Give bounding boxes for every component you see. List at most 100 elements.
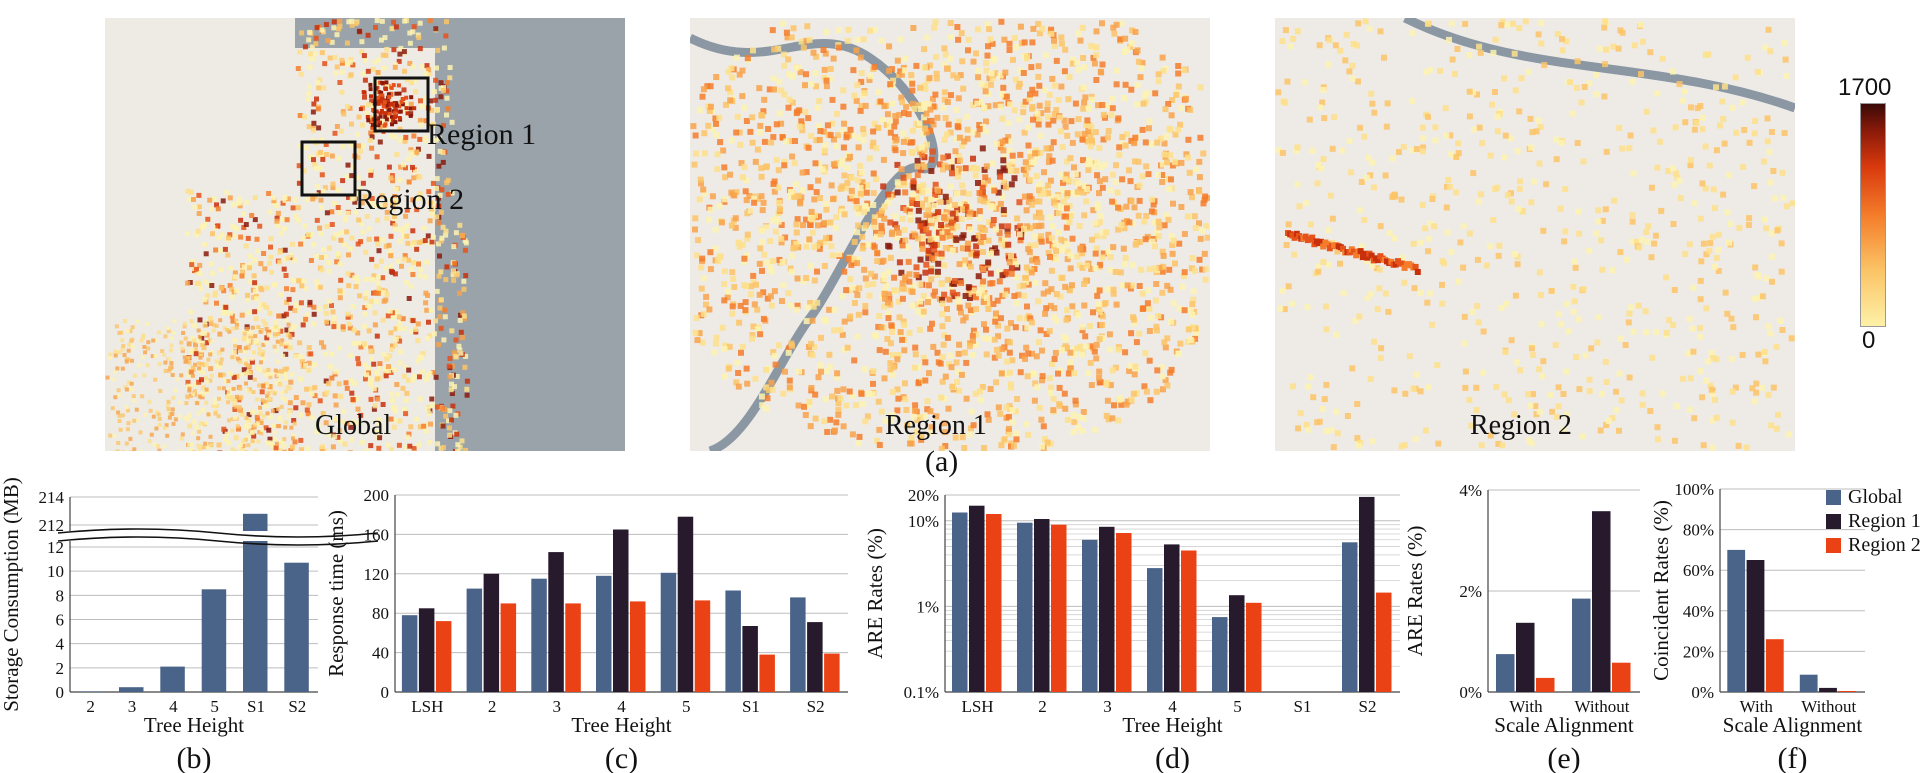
bar	[1819, 687, 1837, 692]
heat-cells	[105, 18, 470, 451]
bar	[1051, 524, 1067, 692]
bar	[1229, 595, 1245, 692]
x-tick-label: LSH	[961, 697, 993, 716]
bar	[1536, 677, 1555, 692]
y-tick-label: 40%	[1683, 602, 1714, 621]
panel-letter-e: (e)	[1547, 742, 1580, 773]
legend-label: Region 1	[1848, 510, 1921, 532]
legend-swatch	[1826, 490, 1841, 505]
x-tick-label: 5	[210, 697, 219, 716]
map-region1-caption: Region 1	[885, 410, 987, 441]
y-tick-label: 214	[39, 488, 65, 507]
bar	[119, 687, 144, 692]
bar	[1572, 598, 1591, 692]
axis-break-mark	[57, 528, 379, 538]
map-global: Global Region 1 Region 2	[105, 18, 625, 451]
x-axis-label: Scale Alignment	[1723, 713, 1863, 737]
bar	[1746, 560, 1765, 692]
y-tick-label: 4	[56, 635, 65, 654]
bar	[1034, 519, 1050, 692]
y-axis-label: Coincident Rates (%)	[1649, 500, 1673, 681]
region1-box	[373, 76, 430, 133]
bar	[565, 603, 581, 692]
heat-cells	[690, 18, 1210, 451]
y-tick-label: 0%	[1459, 683, 1482, 702]
x-tick-label: 2	[1038, 697, 1047, 716]
colorbar	[1860, 103, 1886, 327]
region1-box-label: Region 1	[427, 118, 537, 151]
x-tick-label: With	[1509, 697, 1543, 716]
y-tick-label: 0.1%	[904, 683, 939, 702]
map-region2-caption: Region 2	[1470, 410, 1572, 441]
y-axis-label: ARE Rates (%)	[863, 528, 887, 659]
map-region1: Region 1	[690, 18, 1210, 451]
x-tick-label: S1	[1294, 697, 1312, 716]
bar	[1516, 622, 1535, 692]
x-tick-label: S1	[247, 697, 265, 716]
y-tick-label: 20%	[908, 486, 939, 505]
bar	[677, 516, 694, 692]
y-tick-label: 40	[372, 644, 389, 663]
bar	[790, 597, 806, 692]
y-tick-label: 6	[56, 611, 65, 630]
y-tick-label: 12	[47, 538, 64, 557]
bar	[466, 588, 483, 692]
y-axis-label: ARE Rates (%)	[1403, 526, 1427, 657]
bar	[548, 552, 564, 692]
x-axis-label: Tree Height	[1122, 713, 1222, 737]
map-global-image	[105, 18, 625, 451]
bar	[1727, 549, 1746, 692]
bar	[531, 578, 547, 692]
y-tick-label: 212	[39, 516, 65, 535]
y-tick-label: 200	[364, 486, 390, 505]
bar	[824, 653, 840, 692]
bar	[742, 626, 758, 692]
bar	[1765, 639, 1784, 692]
bar	[613, 529, 629, 692]
bar	[1082, 539, 1098, 692]
y-tick-label: 2	[56, 659, 65, 678]
x-tick-label: 4	[1168, 697, 1177, 716]
panel-letter-d: (d)	[1155, 742, 1190, 773]
legend-swatch	[1826, 538, 1841, 553]
legend-swatch	[1826, 514, 1841, 529]
x-tick-label: 2	[488, 697, 497, 716]
chart-c: 0 40 80 120 160 200 LSH 2 3 4 5 S1 S2 Tree Height Resp…	[324, 486, 848, 773]
x-tick-label: 4	[169, 697, 178, 716]
y-tick-label: 8	[56, 586, 65, 605]
bar	[1838, 691, 1857, 692]
x-tick-label: 3	[553, 697, 562, 716]
x-tick-label: S2	[1359, 697, 1377, 716]
axis-break-gap	[68, 531, 336, 541]
x-tick-label: 3	[128, 697, 137, 716]
legend-label: Global	[1848, 486, 1903, 508]
y-tick-label: 0%	[1691, 683, 1714, 702]
panel-letter-a: (a)	[925, 445, 959, 478]
bar	[1017, 522, 1033, 692]
y-tick-label: 160	[364, 525, 390, 544]
y-tick-label: 0	[381, 683, 390, 702]
panel-letter-f: (f)	[1778, 742, 1808, 773]
y-tick-label: 80	[372, 604, 389, 623]
x-tick-label: Without	[1801, 697, 1856, 716]
x-tick-label: Without	[1574, 697, 1629, 716]
colorbar-min-label: 0	[1862, 327, 1876, 354]
bar	[1116, 533, 1132, 692]
y-tick-label: 4%	[1459, 481, 1482, 500]
y-tick-label: 60%	[1683, 561, 1714, 580]
x-axis-label: Scale Alignment	[1494, 713, 1634, 737]
bar	[1164, 544, 1180, 692]
colorbar-max-label: 1700	[1838, 74, 1892, 101]
y-tick-label: 100%	[1674, 480, 1714, 499]
bar	[1496, 654, 1515, 692]
bar	[694, 600, 711, 692]
y-axis-label: Response time (ms)	[324, 510, 348, 677]
bar	[435, 621, 452, 692]
bar	[986, 514, 1002, 692]
x-tick-label: S1	[742, 697, 760, 716]
bar	[1342, 542, 1358, 692]
x-axis-label: Tree Height	[144, 713, 244, 737]
